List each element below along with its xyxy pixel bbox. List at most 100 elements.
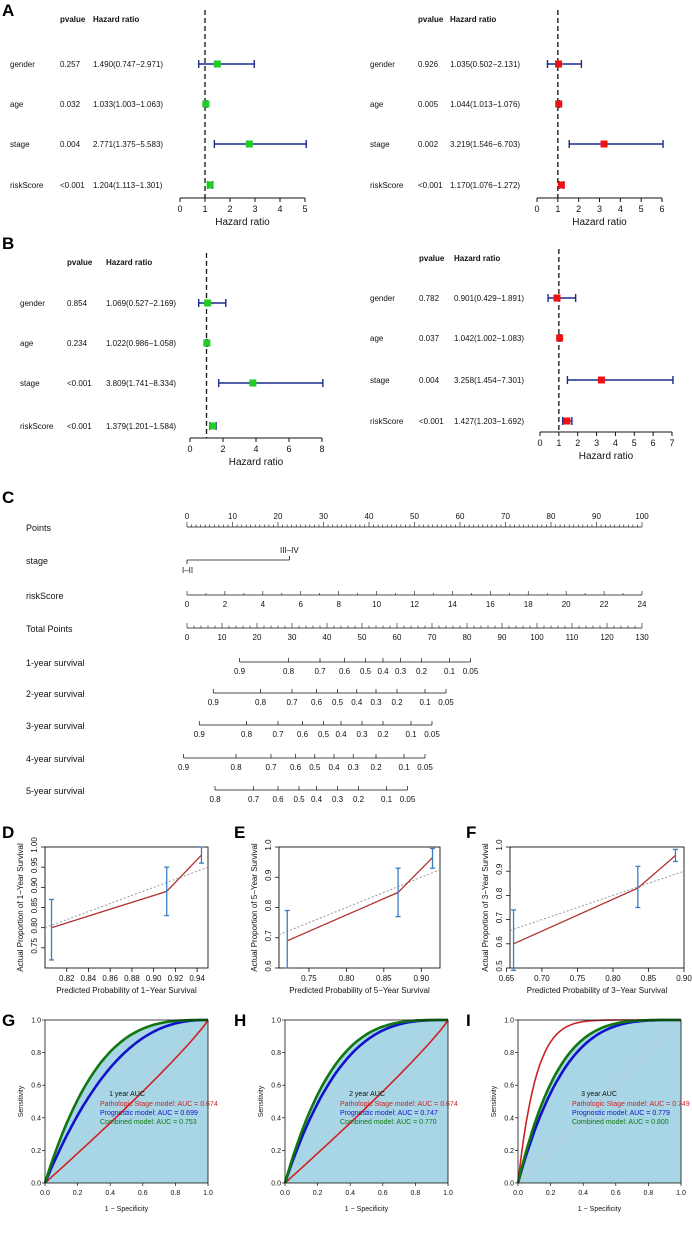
nomogram-survival-tick-label: 0.7 <box>314 667 326 676</box>
nomogram-survival-tick-label: 0.1 <box>398 763 410 772</box>
forest-axis-tick-label-a-right: 0 <box>534 204 539 214</box>
calibration-y-tick-label-e: 0.7 <box>264 930 273 942</box>
nomogram-survival-tick-label: 0.9 <box>208 698 220 707</box>
nomogram-total-tick-label: 10 <box>218 633 227 642</box>
roc-frame-h <box>284 1019 449 1184</box>
forest-header-hr-b-left: Hazard ratio <box>106 258 152 267</box>
roc-y-tick-label-h: 0.2 <box>271 1148 281 1155</box>
roc-legend-entry-g: Pathologic Stage model: AUC = 0.674 <box>100 1101 218 1108</box>
roc-y-tick-label-i: 0.0 <box>504 1181 514 1188</box>
forest-row-hr-a-right: 1.170(1.076−1.272) <box>450 181 520 190</box>
forest-row-label-a-right: stage <box>370 140 390 149</box>
roc-y-tick-label-i: 0.2 <box>504 1148 514 1155</box>
roc-x-tick-label-i: 1.0 <box>676 1190 686 1197</box>
nomogram-stage-level-label: I–II <box>182 566 193 575</box>
forest-header-hr-a-left: Hazard ratio <box>93 15 139 24</box>
roc-x-tick-label-h: 0.2 <box>313 1190 323 1197</box>
nomogram-survival-tick-label: 0.1 <box>405 730 417 739</box>
forest-row-hr-a-left: 2.771(1.375−5.583) <box>93 140 163 149</box>
nomogram-points-tick-label: 90 <box>592 512 601 521</box>
panel-letter-d: D <box>2 823 14 842</box>
forest-point-marker-b-left <box>203 339 211 347</box>
forest-header-pvalue-a-left: pvalue <box>60 15 86 24</box>
nomogram-riskscore-tick-label: 12 <box>410 600 419 609</box>
forest-point-marker-a-left <box>202 100 210 108</box>
forest-point-marker-a-left <box>206 181 214 189</box>
nomogram-total-tick-label: 30 <box>288 633 297 642</box>
forest-axis-tick-label-a-right: 3 <box>597 204 602 214</box>
calibration-x-tick-label-f: 0.75 <box>570 974 586 983</box>
nomogram-survival-tick-label: 0.2 <box>377 730 389 739</box>
nomogram-total-tick-label: 80 <box>463 633 472 642</box>
roc-legend-entry-i: Prognostic model: AUC = 0.779 <box>572 1110 670 1117</box>
forest-axis-tick-label-a-right: 5 <box>639 204 644 214</box>
calibration-y-tick-label-e: 1.0 <box>264 839 273 851</box>
calibration-x-tick-label-e: 0.75 <box>301 974 317 983</box>
calibration-x-tick-label-f: 0.65 <box>499 974 515 983</box>
forest-row-pvalue-b-left: <0.001 <box>67 422 92 431</box>
forest-row-label-b-left: stage <box>20 379 40 388</box>
nomogram-survival-tick-label: 0.9 <box>194 730 206 739</box>
nomogram-survival-tick-label: 0.4 <box>328 763 340 772</box>
forest-axis-tick-label-a-left: 4 <box>277 204 282 214</box>
roc-y-tick-label-g: 0.0 <box>31 1181 41 1188</box>
calibration-x-tick-label-e: 0.80 <box>339 974 355 983</box>
nomogram-survival-tick-label: 0.05 <box>438 698 454 707</box>
forest-axis-tick-label-b-left: 0 <box>187 444 192 454</box>
panel-letter-g: G <box>2 1011 15 1030</box>
forest-point-marker-b-right <box>556 334 564 342</box>
forest-axis-title-a-right: Hazard ratio <box>572 217 627 228</box>
forest-row-pvalue-a-left: 0.257 <box>60 60 81 69</box>
forest-point-marker-b-left <box>249 379 257 387</box>
calibration-y-title-e: Actual Proportion of 5−Year Survival <box>250 843 259 972</box>
calibration-frame-e <box>278 846 441 969</box>
nomogram-riskscore-tick-label: 14 <box>448 600 457 609</box>
forest-row-hr-b-right: 1.427(1.203−1.692) <box>454 417 524 426</box>
nomogram-riskscore-tick-label: 18 <box>524 600 533 609</box>
forest-header-pvalue-b-left: pvalue <box>67 258 93 267</box>
forest-row-pvalue-a-left: 0.032 <box>60 100 81 109</box>
forest-point-marker-a-left <box>213 60 221 68</box>
nomogram-total-tick-label: 70 <box>428 633 437 642</box>
roc-legend-entry-h: Prognostic model: AUC = 0.747 <box>340 1110 438 1117</box>
nomogram-survival-tick-label: 0.1 <box>381 795 393 804</box>
forest-row-label-a-right: riskScore <box>370 181 404 190</box>
forest-row-pvalue-a-left: 0.004 <box>60 140 81 149</box>
nomogram-survival-tick-label: 0.3 <box>348 763 360 772</box>
nomogram-points-tick-label: 20 <box>274 512 283 521</box>
forest-axis-title-a-left: Hazard ratio <box>215 217 270 228</box>
forest-axis-tick-label-a-left: 5 <box>302 204 307 214</box>
forest-axis-tick-label-a-left: 1 <box>202 204 207 214</box>
nomogram-riskscore-tick-label: 2 <box>223 600 228 609</box>
roc-y-tick-label-i: 1.0 <box>504 1018 514 1025</box>
nomogram-survival-tick-label: 0.5 <box>309 763 321 772</box>
roc-x-tick-label-i: 0.8 <box>644 1190 654 1197</box>
forest-row-pvalue-a-right: 0.002 <box>418 140 439 149</box>
roc-y-tick-label-g: 1.0 <box>31 1018 41 1025</box>
nomogram-survival-tick-label: 0.6 <box>297 730 309 739</box>
forest-axis-tick-label-b-left: 8 <box>319 444 324 454</box>
forest-axis-title-b-right: Hazard ratio <box>579 451 634 462</box>
nomogram-survival-tick-label: 0.8 <box>209 795 221 804</box>
nomogram-survival-tick-label: 0.05 <box>424 730 440 739</box>
forest-axis-tick-label-b-right: 5 <box>632 438 637 448</box>
roc-y-tick-label-i: 0.4 <box>504 1115 514 1122</box>
nomogram-points-tick-label: 50 <box>410 512 419 521</box>
nomogram-survival-tick-label: 0.05 <box>417 763 433 772</box>
nomogram-survival-tick-label: 0.1 <box>444 667 456 676</box>
calibration-ideal-line-d <box>44 866 209 929</box>
nomogram-survival-tick-label: 0.05 <box>463 667 479 676</box>
calibration-y-tick-label-e: 0.9 <box>264 869 273 881</box>
nomogram-survival-tick-label: 0.8 <box>283 667 295 676</box>
calibration-x-tick-label-f: 0.70 <box>534 974 550 983</box>
roc-x-tick-label-i: 0.2 <box>546 1190 556 1197</box>
forest-axis-tick-label-a-left: 2 <box>227 204 232 214</box>
roc-legend-entry-g: Combined model: AUC = 0.753 <box>100 1119 197 1126</box>
roc-x-tick-label-i: 0.6 <box>611 1190 621 1197</box>
roc-x-tick-label-g: 0.2 <box>73 1190 83 1197</box>
roc-legend-entry-i: Pathologic Stage model: AUC = 0.749 <box>572 1101 690 1108</box>
calibration-x-tick-label-e: 0.90 <box>413 974 429 983</box>
roc-y-title-h: Sensitivity <box>258 1085 265 1117</box>
forest-row-hr-b-left: 1.379(1.201−1.584) <box>106 422 176 431</box>
calibration-observed-line-e <box>286 857 433 942</box>
